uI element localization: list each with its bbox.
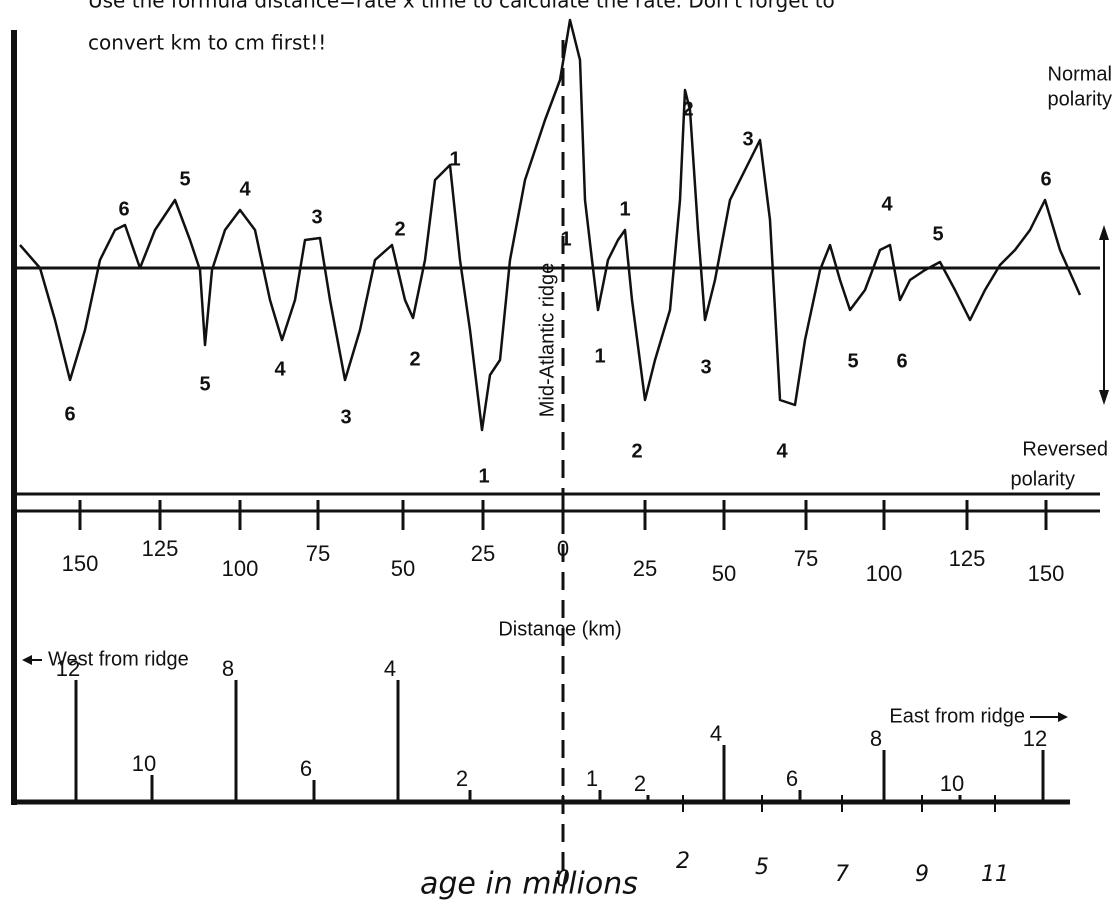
age-bar-label: 2 xyxy=(456,766,468,791)
age-bottom-label: 5 xyxy=(755,855,769,880)
age-bar-label: 8 xyxy=(222,656,234,681)
peak-label: 6 xyxy=(1040,168,1051,190)
trough-label: 3 xyxy=(700,356,711,378)
peak-label: 4 xyxy=(239,178,251,200)
distance-tick-label: 75 xyxy=(794,546,818,571)
trough-label: 2 xyxy=(409,348,420,370)
trough-label: 2 xyxy=(631,440,642,462)
ridge-label: Mid-Atlantic ridge xyxy=(536,263,558,418)
age-bar-label: 4 xyxy=(710,721,722,746)
age-bar-label: 12 xyxy=(1023,726,1047,751)
distance-tick-label: 75 xyxy=(306,541,330,566)
instruction-line: Use the formula distance=rate x time to … xyxy=(88,0,835,13)
age-bar-label: 1 xyxy=(586,766,598,791)
trough-label: 5 xyxy=(847,350,858,372)
arrow-head xyxy=(22,655,32,665)
peak-label: 2 xyxy=(682,98,693,120)
magnetic-anomaly-curve xyxy=(19,18,1082,432)
trough-label: 4 xyxy=(776,440,788,462)
age-bottom-label: 9 xyxy=(915,862,929,887)
age-bar-label: 2 xyxy=(634,771,646,796)
age-bottom-label: 7 xyxy=(835,862,849,887)
trough-label: 6 xyxy=(64,403,75,425)
trough-label: 5 xyxy=(199,373,210,395)
peak-label: 5 xyxy=(932,223,943,245)
distance-tick-label: 25 xyxy=(633,556,657,581)
normal-polarity: polarity xyxy=(1048,88,1112,110)
peak-label: 1 xyxy=(449,148,460,170)
trough-label: 6 xyxy=(896,350,907,372)
distance-tick-label: 150 xyxy=(62,551,99,576)
peak-label: 3 xyxy=(311,206,322,228)
peak-label: 2 xyxy=(394,218,405,240)
peak-label: 4 xyxy=(881,193,893,215)
distance-tick-label: 100 xyxy=(866,561,903,586)
peak-label: 6 xyxy=(118,198,129,220)
age-bar-label: 10 xyxy=(940,771,964,796)
arrow-head xyxy=(1099,225,1109,240)
reversed-polarity: polarity xyxy=(1011,468,1075,490)
distance-tick-label: 125 xyxy=(949,546,986,571)
age-bottom-label: 2 xyxy=(676,849,690,874)
peak-label: 5 xyxy=(179,168,190,190)
distance-tick-label: 125 xyxy=(142,536,179,561)
arrow-head xyxy=(1058,712,1068,722)
distance-tick-label: 0 xyxy=(557,536,569,561)
age-bar-label: 6 xyxy=(300,756,312,781)
instruction-line: convert km to cm first!! xyxy=(88,31,326,55)
trough-label: 4 xyxy=(274,358,286,380)
age-bar-label: 4 xyxy=(384,656,396,681)
trough-label: 3 xyxy=(340,406,351,428)
age-bar-label: 6 xyxy=(786,766,798,791)
distance-title: Distance (km) xyxy=(498,618,621,640)
distance-tick-label: 25 xyxy=(471,541,495,566)
distance-tick-label: 100 xyxy=(222,556,259,581)
peak-label: 1 xyxy=(619,198,630,220)
age-bar-label: 10 xyxy=(132,751,156,776)
ridge-mark: 1 xyxy=(560,228,571,250)
normal-polarity: Normal xyxy=(1048,63,1112,85)
peak-label: 3 xyxy=(742,128,753,150)
distance-tick-label: 150 xyxy=(1028,561,1065,586)
trough-label: 1 xyxy=(478,465,489,487)
west-label: West from ridge xyxy=(48,648,189,670)
age-caption: age in millions xyxy=(420,867,638,902)
reversed-polarity: Reversed xyxy=(1022,438,1108,460)
east-label: East from ridge xyxy=(889,705,1025,727)
age-bar-label: 12 xyxy=(56,656,80,681)
age-bottom-label: 0 xyxy=(556,867,570,892)
arrow-head xyxy=(1099,390,1109,405)
trough-label: 1 xyxy=(594,345,605,367)
distance-tick-label: 50 xyxy=(391,556,415,581)
age-bar-label: 8 xyxy=(870,726,882,751)
age-bottom-label: 11 xyxy=(981,862,1009,887)
distance-tick-label: 50 xyxy=(712,561,736,586)
